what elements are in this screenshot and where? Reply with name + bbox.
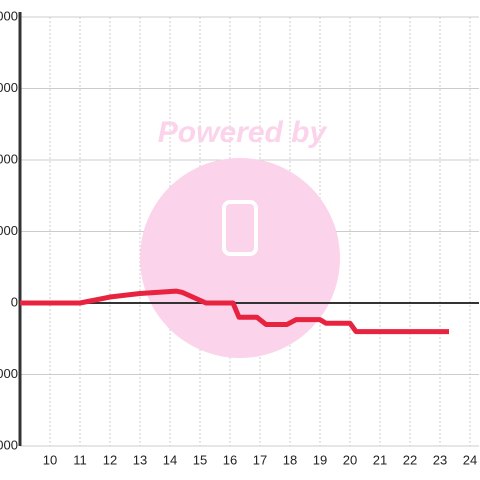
y-tick-label: 0 xyxy=(11,294,18,309)
x-tick-label: 13 xyxy=(133,452,147,467)
x-tick-label: 11 xyxy=(73,452,87,467)
x-tick-label: 21 xyxy=(373,452,387,467)
y-tick-label: 3,000 xyxy=(0,223,18,238)
y-tick-label: 6,000 xyxy=(0,151,18,166)
watermark-logo: Powered by xyxy=(140,116,340,358)
x-tick-label: 12 xyxy=(103,452,117,467)
x-tick-label: 17 xyxy=(253,452,267,467)
x-tick-label: 14 xyxy=(163,452,177,467)
x-tick-label: 24 xyxy=(463,452,477,467)
x-tick-label: 19 xyxy=(313,452,327,467)
x-tick-label: 22 xyxy=(403,452,417,467)
x-tick-label: 16 xyxy=(223,452,237,467)
y-tick-label: -6,000 xyxy=(0,437,18,452)
x-tick-label: 23 xyxy=(433,452,447,467)
y-tick-label: -3,000 xyxy=(0,366,18,381)
y-tick-label: 9,000 xyxy=(0,80,18,95)
watermark-circle xyxy=(140,158,340,358)
watermark-text: Powered by xyxy=(158,116,328,149)
x-tick-label: 15 xyxy=(193,452,207,467)
data-line xyxy=(20,288,449,335)
watermark-phone xyxy=(222,200,258,256)
x-tick-label: 18 xyxy=(283,452,297,467)
x-tick-label: 20 xyxy=(343,452,357,467)
y-tick-label: 12,000 xyxy=(0,8,18,23)
x-tick-label: 10 xyxy=(43,452,57,467)
